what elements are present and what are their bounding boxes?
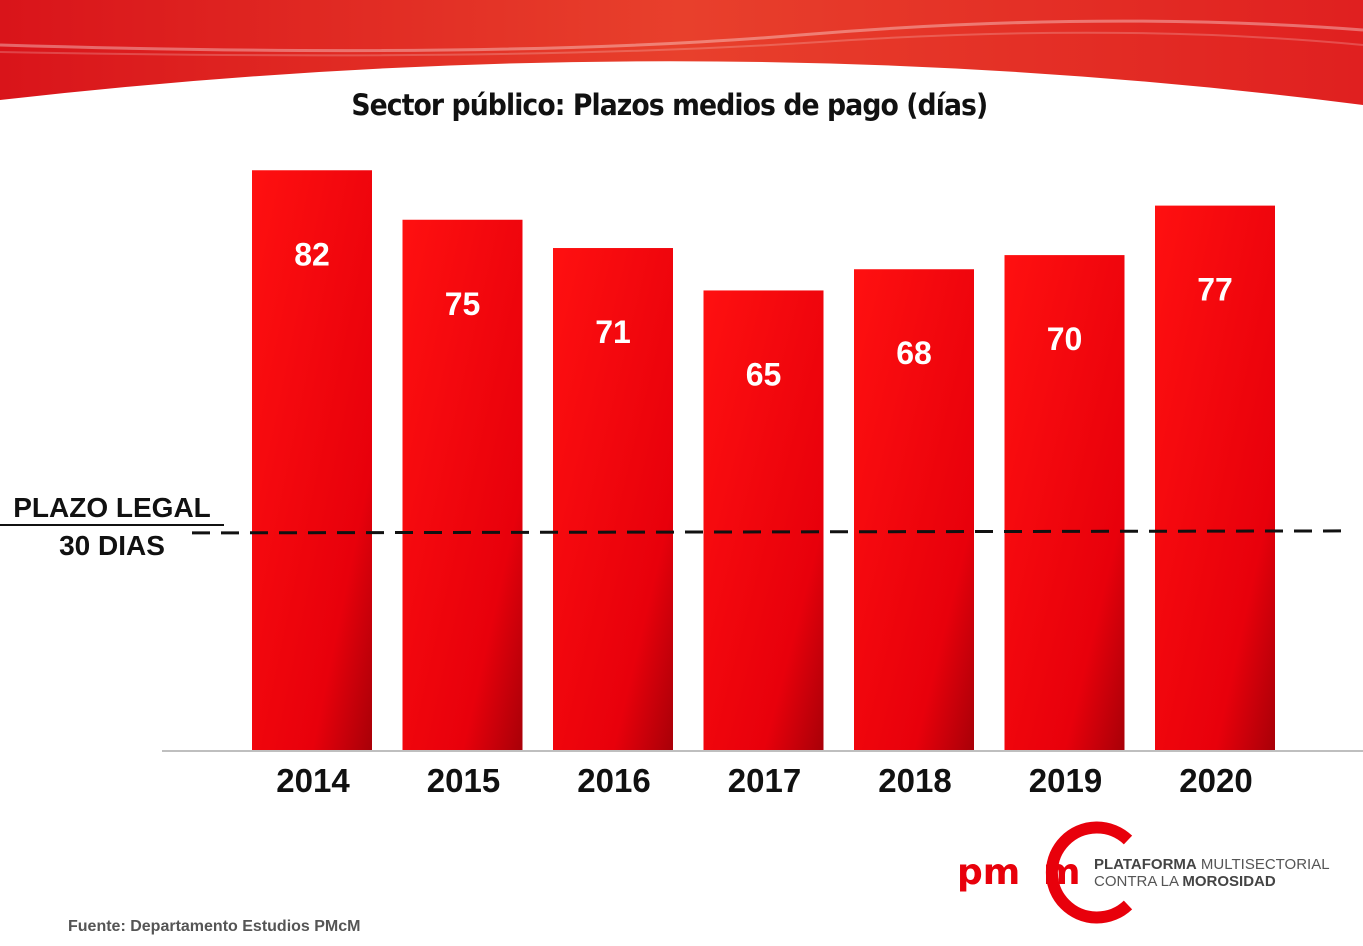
x-tick-label: 2020	[1179, 762, 1252, 799]
x-tick-label: 2016	[577, 762, 650, 799]
logo-text: PLATAFORMA MULTISECTORIAL CONTRA LA MORO…	[1094, 856, 1330, 890]
svg-text:pm: pm	[957, 852, 1020, 893]
source-note: Fuente: Departamento Estudios PMcM	[68, 918, 361, 935]
data-label: 71	[595, 314, 631, 350]
chart-title: Sector público: Plazos medios de pago (d…	[351, 88, 988, 122]
data-label: 68	[896, 335, 932, 371]
bar-2018	[854, 269, 974, 750]
data-label: 77	[1197, 272, 1233, 308]
bar-2015	[402, 219, 523, 750]
reference-label-line1: PLAZO LEGAL	[0, 492, 224, 526]
x-tick-label: 2014	[276, 762, 350, 799]
x-tick-label: 2017	[728, 762, 801, 799]
x-tick-label: 2015	[427, 762, 500, 799]
reference-line-30	[191, 529, 1346, 535]
bar-2019	[1004, 255, 1125, 750]
bar-2014	[252, 170, 372, 750]
x-tick-label: 2018	[878, 762, 951, 799]
svg-text:m: m	[1043, 852, 1081, 893]
header-wave	[0, 31, 1363, 57]
x-tick-label: 2019	[1029, 762, 1102, 799]
data-label: 82	[294, 236, 330, 272]
data-label: 70	[1047, 321, 1083, 357]
pmcm-logo-mark: pm m	[957, 821, 1133, 924]
data-label: 65	[746, 356, 782, 392]
bar-2016	[553, 248, 673, 750]
bar-2017	[703, 290, 824, 750]
data-label: 75	[445, 286, 481, 322]
header-banner	[0, 0, 1363, 105]
bar-2020	[1155, 205, 1275, 751]
reference-label-line2: 30 DIAS	[59, 530, 165, 561]
header-wave	[0, 19, 1363, 53]
